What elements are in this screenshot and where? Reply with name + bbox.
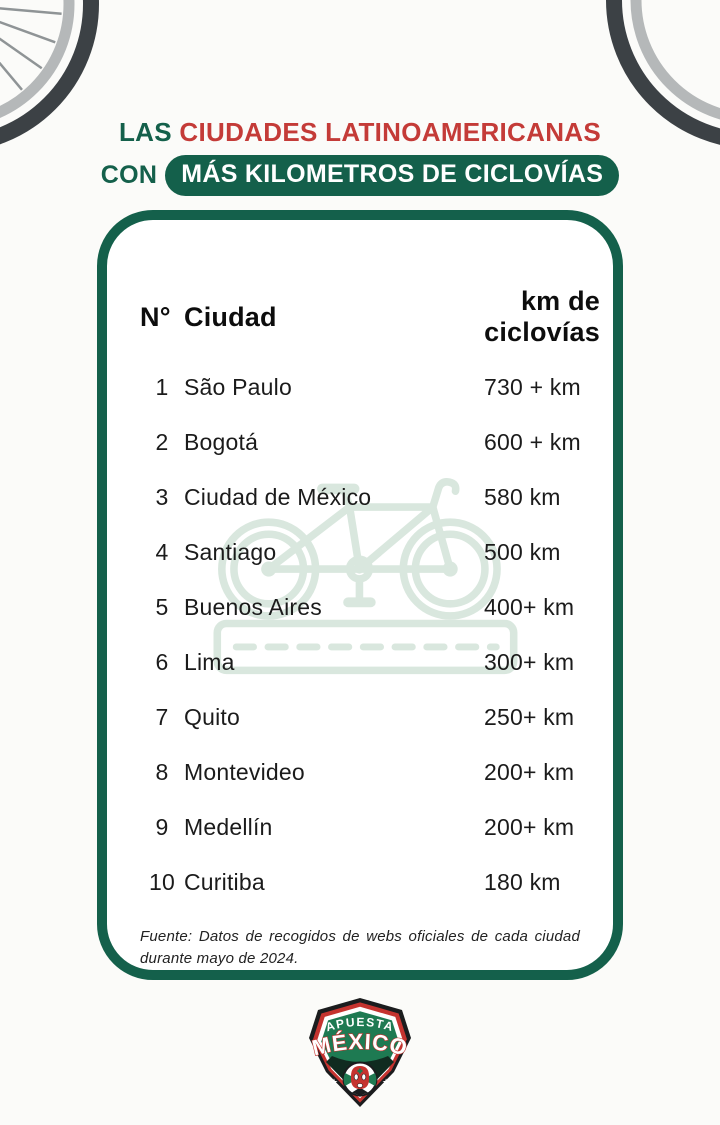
ranking-card: N° Ciudad km de ciclovías 1 São Paulo 73…: [97, 210, 623, 980]
title-line-1: LAS CIUDADES LATINOAMERICANAS: [0, 116, 720, 149]
table-header-row: N° Ciudad km de ciclovías: [140, 220, 600, 348]
rank-value: 9: [155, 814, 169, 840]
table-row: 6 Lima 300+ km: [140, 635, 600, 690]
city-value: Lima: [184, 649, 235, 675]
table-row: 7 Quito 250+ km: [140, 690, 600, 745]
km-value: 730 + km: [484, 374, 581, 400]
apuesta-mexico-logo: APUESTA MÉXICO ★ ★: [309, 998, 411, 1107]
rank-value: 8: [155, 759, 169, 785]
title-pill: MÁS KILOMETROS DE CICLOVÍAS: [165, 154, 620, 196]
page-title: LAS CIUDADES LATINOAMERICANAS CON MÁS KI…: [0, 116, 720, 196]
km-value: 200+ km: [484, 759, 575, 785]
logo-top-text: APUESTA: [324, 1015, 396, 1034]
source-note: Fuente: Datos de recogidos de webs ofici…: [140, 928, 580, 967]
title-prefix-con: CON: [100, 160, 158, 189]
table-row: 1 São Paulo 730 + km: [140, 360, 600, 415]
table-row: 5 Buenos Aires 400+ km: [140, 580, 600, 635]
rank-value: 1: [155, 374, 169, 400]
table-row: 4 Santiago 500 km: [140, 525, 600, 580]
km-value: 580 km: [484, 484, 561, 510]
column-header-rank: N°: [140, 301, 171, 332]
km-value: 500 km: [484, 539, 561, 565]
km-value: 600 + km: [484, 429, 581, 455]
city-value: Ciudad de México: [184, 484, 372, 510]
logo-soccer-ball-icon: [342, 1061, 378, 1097]
rank-value: 2: [155, 429, 169, 455]
rank-value: 5: [155, 594, 169, 620]
km-value: 400+ km: [484, 594, 575, 620]
rank-value: 10: [149, 869, 175, 895]
column-header-city: Ciudad: [184, 301, 277, 332]
km-value: 300+ km: [484, 649, 575, 675]
table-row: 2 Bogotá 600 + km: [140, 415, 600, 470]
city-value: Medellín: [184, 814, 273, 840]
city-value: Montevideo: [184, 759, 305, 785]
table-row: 3 Ciudad de México 580 km: [140, 470, 600, 525]
city-value: Buenos Aires: [184, 594, 322, 620]
title-line-2: CON MÁS KILOMETROS DE CICLOVÍAS: [0, 154, 720, 196]
column-header-km: km de ciclovías: [484, 286, 600, 347]
rank-value: 3: [155, 484, 169, 510]
title-highlight-red: CIUDADES LATINOAMERICANAS: [179, 117, 601, 147]
logo-star-left-icon: ★: [330, 1078, 338, 1088]
table-row: 10 Curitiba 180 km: [140, 855, 600, 910]
table-row: 8 Montevideo 200+ km: [140, 745, 600, 800]
km-value: 180 km: [484, 869, 561, 895]
km-value: 250+ km: [484, 704, 575, 730]
city-value: Santiago: [184, 539, 277, 565]
table-row: 9 Medellín 200+ km: [140, 800, 600, 855]
city-value: São Paulo: [184, 374, 292, 400]
rank-value: 6: [155, 649, 169, 675]
rank-value: 7: [155, 704, 169, 730]
rank-value: 4: [155, 539, 169, 565]
city-value: Bogotá: [184, 429, 259, 455]
title-prefix-las: LAS: [118, 117, 172, 147]
km-value: 200+ km: [484, 814, 575, 840]
city-value: Quito: [184, 704, 240, 730]
logo-star-right-icon: ★: [382, 1078, 390, 1088]
city-value: Curitiba: [184, 869, 265, 895]
